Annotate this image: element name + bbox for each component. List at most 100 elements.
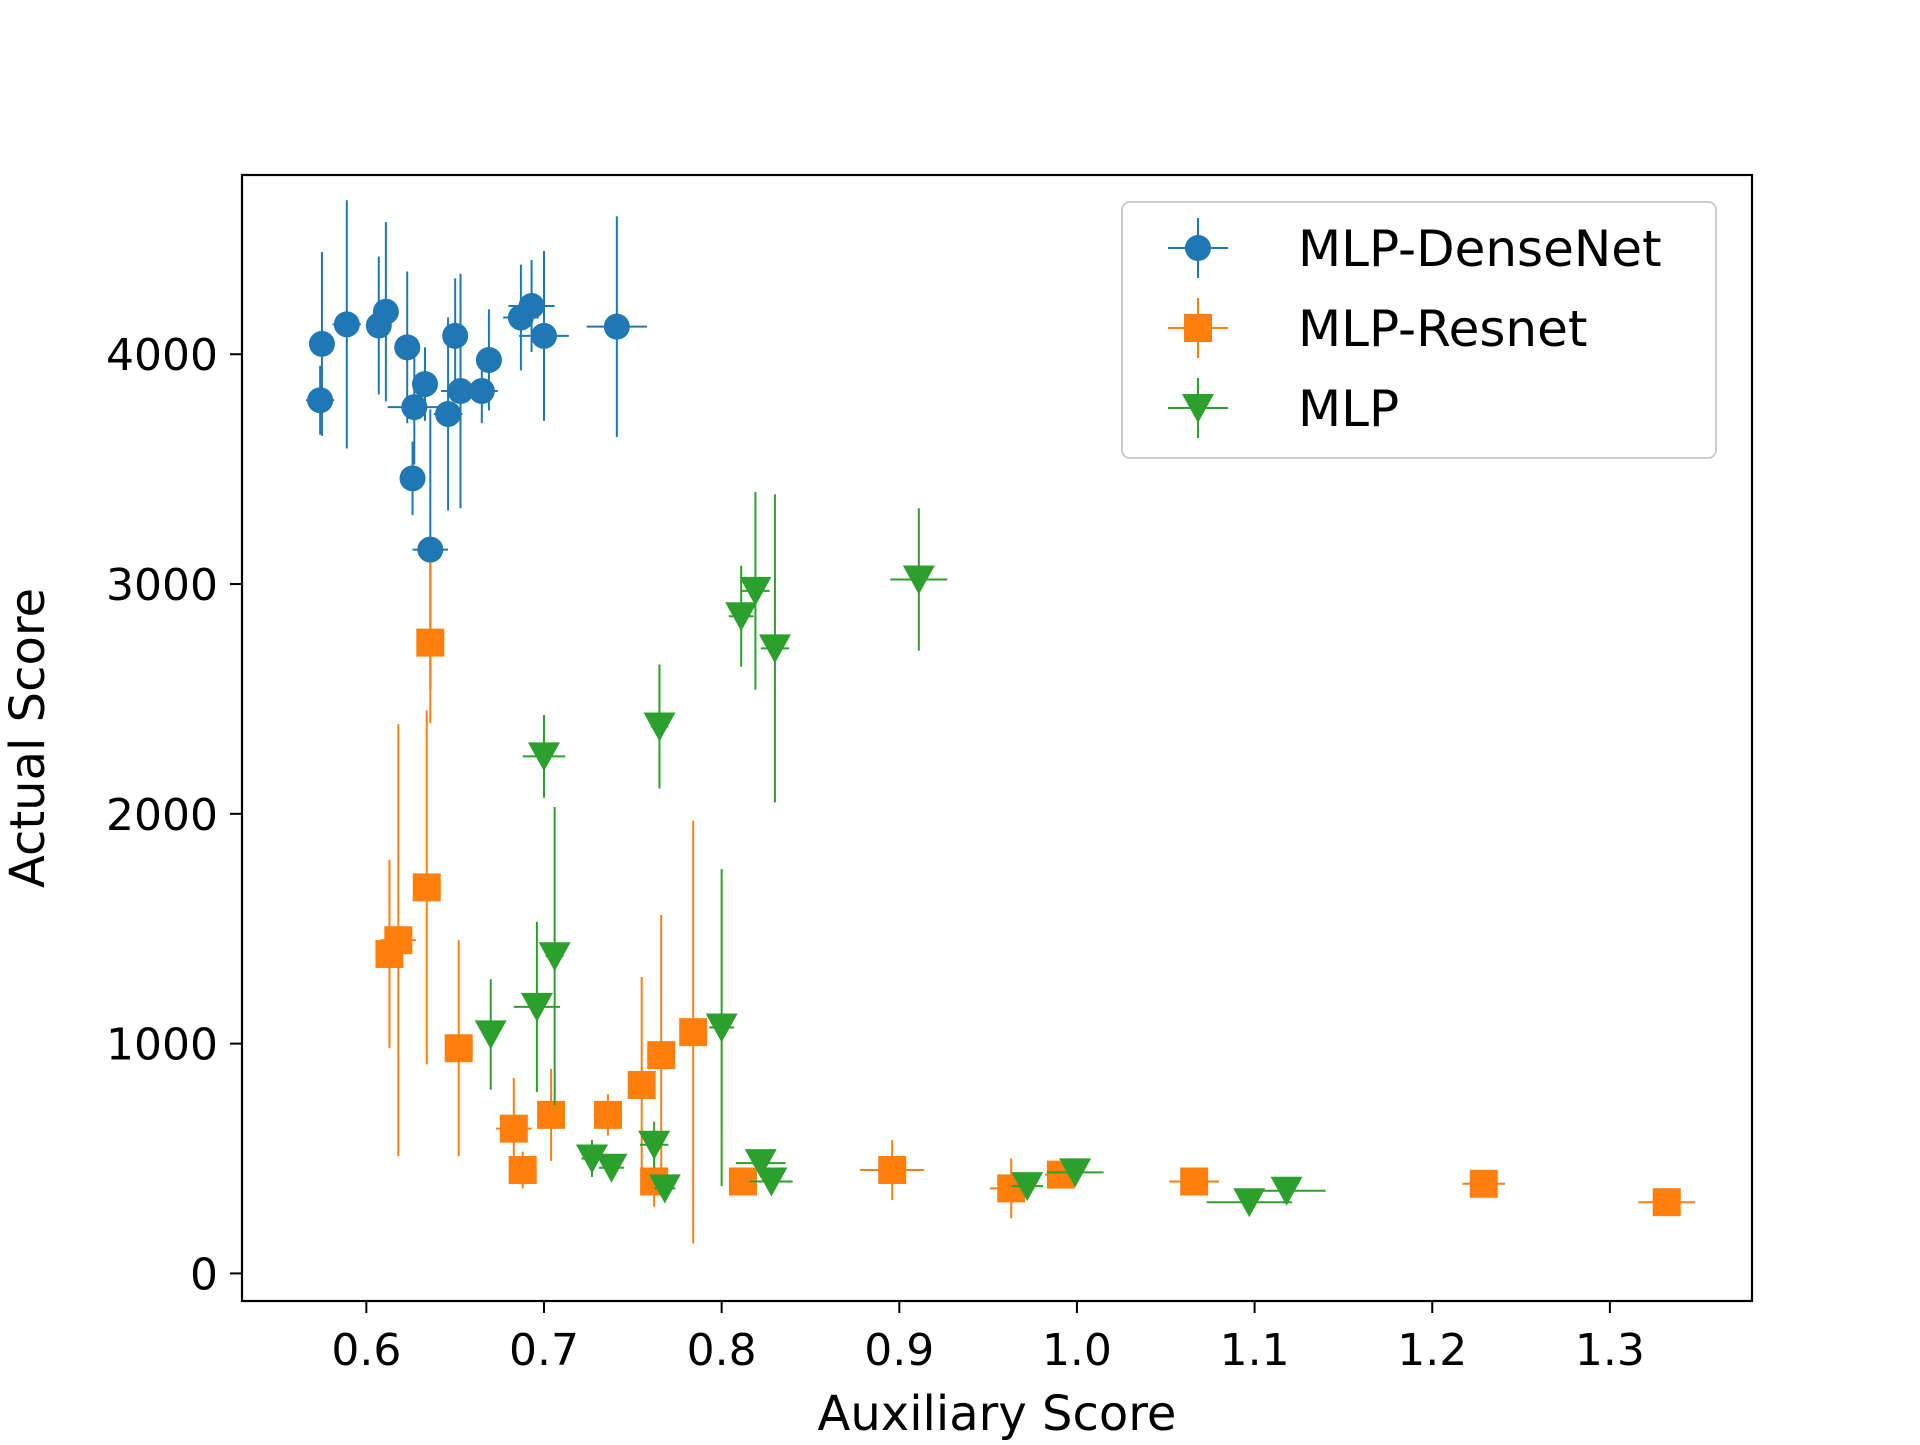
data-point (433, 317, 463, 511)
point-marker (1652, 1188, 1681, 1217)
point-marker (499, 1114, 528, 1143)
y-tick-label: 4000 (106, 330, 218, 381)
y-tick-label: 2000 (106, 790, 218, 841)
data-point (444, 940, 473, 1157)
point-marker (307, 387, 334, 414)
point-marker (518, 292, 545, 319)
point-marker (575, 1144, 608, 1174)
legend-marker (1184, 314, 1212, 342)
data-point (308, 251, 335, 436)
data-marks (305, 200, 1696, 1244)
point-marker (528, 742, 560, 772)
data-point (474, 979, 507, 1090)
y-tick-label: 3000 (106, 560, 218, 611)
point-marker (475, 346, 502, 373)
data-point (508, 1151, 537, 1189)
data-point (860, 1140, 925, 1200)
point-marker (537, 1100, 566, 1129)
data-point (475, 309, 502, 411)
point-marker (744, 1149, 777, 1179)
point-marker (447, 378, 474, 405)
data-point (1206, 1188, 1292, 1218)
point-marker (1011, 1172, 1044, 1202)
data-point (387, 349, 441, 465)
data-point (412, 710, 441, 1065)
data-point (519, 250, 569, 421)
y-axis-label: Actual Score (0, 588, 56, 888)
point-marker (902, 565, 935, 595)
data-point (627, 976, 656, 1193)
data-point (679, 820, 708, 1244)
x-tick-label: 0.6 (331, 1325, 401, 1376)
point-marker (412, 873, 441, 902)
data-point (442, 278, 469, 394)
series-2 (474, 492, 1326, 1218)
point-marker (394, 334, 421, 361)
point-marker (878, 1156, 907, 1185)
data-point (1046, 1158, 1104, 1188)
point-marker (1180, 1167, 1209, 1196)
legend-marker (1185, 235, 1211, 261)
point-marker (474, 1020, 507, 1050)
data-point (705, 868, 738, 1187)
point-marker (417, 536, 444, 563)
legend: MLP-DenseNet MLP-Resnet MLP (1121, 201, 1717, 459)
data-point (593, 1094, 623, 1136)
point-marker (595, 1153, 628, 1183)
data-point (416, 562, 445, 724)
data-point (513, 921, 560, 1092)
data-point (538, 806, 571, 1106)
data-point (496, 1078, 532, 1180)
x-axis-label: Auxiliary Score (818, 1386, 1177, 1440)
point-marker (755, 1167, 788, 1197)
data-point (380, 724, 417, 1157)
point-marker (643, 712, 676, 742)
x-tick-label: 1.0 (1042, 1325, 1112, 1376)
point-marker (648, 1174, 681, 1204)
legend-marker (1182, 394, 1214, 423)
data-point (399, 441, 426, 516)
data-point (305, 365, 335, 435)
point-marker (705, 1013, 738, 1043)
point-marker (593, 1100, 622, 1129)
point-marker (1469, 1169, 1498, 1198)
data-point (411, 347, 438, 421)
point-marker (435, 400, 462, 427)
legend-label: MLP-DenseNet (1298, 220, 1662, 278)
point-marker (638, 1130, 671, 1160)
y-tick-label: 0 (190, 1249, 218, 1300)
data-point (1638, 1188, 1696, 1217)
point-marker (372, 298, 399, 325)
point-marker (725, 602, 758, 632)
point-marker (531, 322, 557, 349)
point-marker (508, 1156, 537, 1185)
legend-label: MLP (1298, 380, 1399, 438)
x-tick-label: 0.8 (687, 1325, 757, 1376)
data-point (522, 715, 566, 798)
x-tick-label: 0.9 (864, 1325, 934, 1376)
legend-entry: MLP (1168, 378, 1399, 438)
data-point (332, 200, 362, 449)
axis-ticks: 0.6 0.7 0.8 0.9 1.0 1.1 1.2 1.3 0 1000 2000 3000 400… (106, 330, 1645, 1376)
legend-entry: MLP-DenseNet (1168, 218, 1662, 278)
data-point (1011, 1172, 1044, 1202)
point-marker (520, 992, 553, 1022)
x-tick-label: 1.2 (1397, 1325, 1467, 1376)
data-point (750, 1167, 793, 1197)
point-marker (416, 628, 445, 657)
data-point (638, 1121, 671, 1168)
series-0 (305, 200, 648, 690)
legend-box (1121, 201, 1717, 459)
data-point (1462, 1169, 1506, 1198)
plot-frame (240, 173, 1754, 1303)
series-1 (375, 562, 1696, 1244)
data-point (890, 508, 948, 651)
point-marker (679, 1018, 708, 1047)
point-marker (411, 371, 438, 398)
legend-entry: MLP-Resnet (1168, 298, 1587, 358)
data-point (586, 216, 648, 437)
data-point (739, 492, 772, 690)
data-point (372, 222, 399, 402)
